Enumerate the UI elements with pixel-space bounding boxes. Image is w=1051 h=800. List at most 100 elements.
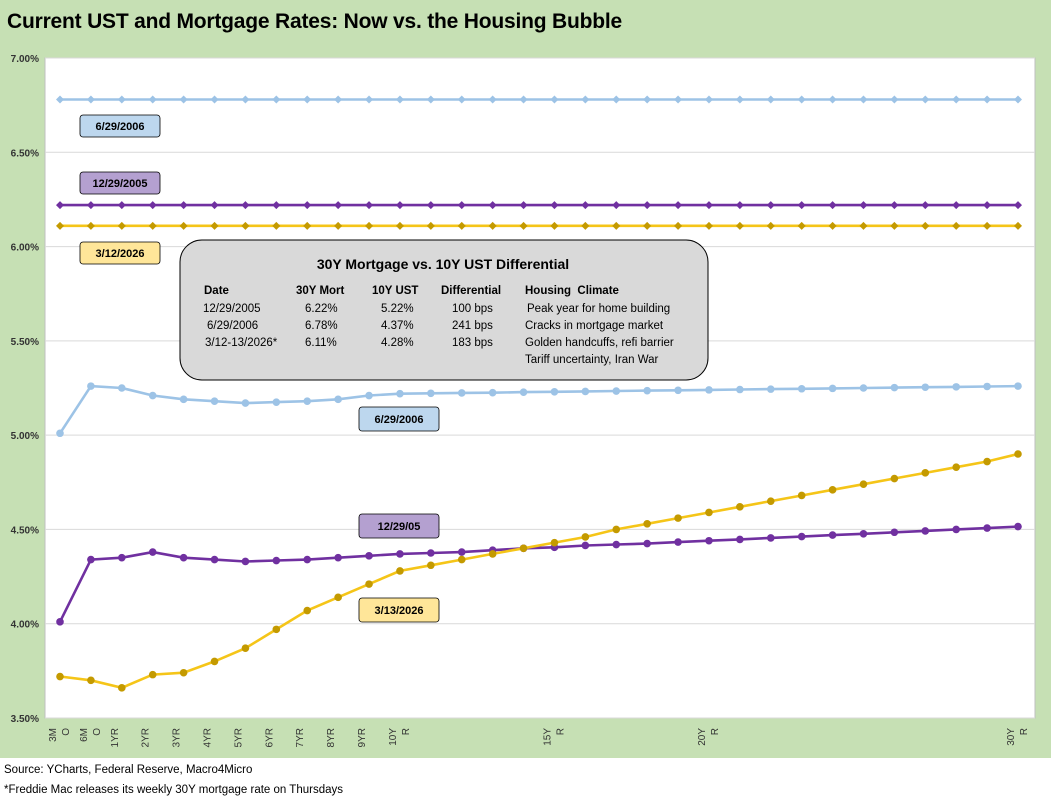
x-tick-label: 15Y R bbox=[542, 728, 566, 746]
data-point bbox=[56, 95, 64, 104]
footer: Source: YCharts, Federal Reserve, Macro4… bbox=[4, 760, 343, 800]
series-label-text: 6/29/2006 bbox=[96, 121, 145, 133]
series-line bbox=[59, 452, 1019, 690]
y-tick-label: 4.00% bbox=[11, 620, 39, 631]
data-point bbox=[859, 384, 868, 392]
data-point bbox=[736, 503, 744, 511]
data-point bbox=[952, 221, 961, 230]
data-point bbox=[241, 221, 250, 230]
data-point bbox=[396, 389, 404, 398]
data-point bbox=[210, 397, 219, 406]
series-label: 3/13/2026 bbox=[358, 597, 440, 623]
data-point bbox=[890, 201, 899, 210]
series-0 bbox=[56, 95, 1022, 104]
y-tick-label: 6.50% bbox=[11, 148, 39, 159]
data-point bbox=[952, 201, 961, 210]
data-point bbox=[457, 555, 466, 564]
x-tick-text-2: O bbox=[61, 728, 72, 736]
x-tick-label: 8YR bbox=[326, 728, 337, 747]
data-point bbox=[179, 221, 188, 230]
data-point bbox=[179, 553, 188, 562]
data-point bbox=[581, 201, 590, 210]
data-point bbox=[581, 221, 590, 230]
data-point bbox=[952, 525, 960, 534]
data-point bbox=[890, 383, 899, 392]
data-point bbox=[550, 201, 559, 210]
data-point bbox=[365, 580, 373, 588]
series-label-box bbox=[79, 114, 161, 138]
x-tick-label: 9YR bbox=[357, 728, 368, 747]
x-tick-text: 8YR bbox=[326, 728, 337, 747]
y-tick-label: 5.50% bbox=[11, 337, 39, 348]
data-point bbox=[365, 552, 373, 560]
data-point bbox=[117, 201, 126, 210]
callout-row-3-diff: 183 bps bbox=[452, 337, 493, 349]
data-point bbox=[334, 593, 342, 602]
callout-row-3-date: 3/12-13/2026* bbox=[205, 337, 278, 349]
data-point bbox=[272, 95, 281, 104]
data-point bbox=[736, 385, 744, 394]
callout-row-3-mort: 6.11% bbox=[305, 337, 337, 349]
callout-row-1-date: 12/29/2005 bbox=[203, 303, 261, 315]
data-point bbox=[426, 221, 435, 230]
data-point bbox=[828, 201, 837, 210]
data-point bbox=[674, 514, 682, 522]
data-point bbox=[179, 668, 188, 677]
data-point bbox=[303, 201, 312, 210]
data-point bbox=[241, 557, 250, 566]
x-tick-text: 10Y bbox=[388, 728, 399, 746]
data-point bbox=[921, 201, 930, 210]
data-point bbox=[210, 95, 219, 104]
series-3 bbox=[56, 382, 1022, 438]
data-point bbox=[983, 201, 992, 210]
series-label: 12/29/2005 bbox=[79, 171, 161, 195]
x-tick-label: 1YR bbox=[110, 728, 121, 747]
callout-row-1-diff: 100 bps bbox=[452, 303, 493, 315]
data-point bbox=[148, 548, 157, 556]
data-point bbox=[56, 672, 64, 681]
data-point bbox=[365, 221, 374, 230]
data-point bbox=[303, 95, 312, 104]
callout-row-3-ust: 4.28% bbox=[381, 337, 414, 349]
data-point bbox=[118, 384, 126, 392]
x-tick-label: 30Y R bbox=[1006, 728, 1030, 746]
data-point bbox=[334, 553, 342, 562]
callout-header-mort: 30Y Mort bbox=[296, 285, 345, 297]
callout-box bbox=[179, 239, 709, 381]
callout-row-2-date: 6/29/2006 bbox=[207, 320, 258, 332]
data-point bbox=[334, 95, 343, 104]
data-point bbox=[457, 95, 466, 104]
data-point bbox=[118, 553, 126, 562]
chart-svg: 3.50% 4.00% 4.50% 5.00% 5.50% 6.00% 6.50% 7.00%… bbox=[11, 54, 1036, 747]
callout-header-date: Date bbox=[204, 285, 229, 297]
data-point bbox=[612, 540, 621, 549]
data-point bbox=[859, 95, 868, 104]
data-point bbox=[86, 95, 95, 104]
series-label: 6/29/2006 bbox=[358, 406, 440, 432]
data-point bbox=[674, 95, 683, 104]
data-point bbox=[303, 555, 312, 564]
data-point bbox=[1014, 95, 1022, 104]
data-point bbox=[581, 541, 590, 550]
series-label-box bbox=[79, 241, 161, 265]
data-point bbox=[550, 95, 559, 104]
callout-row-3-climate: Golden handcuffs, refi barrier bbox=[525, 337, 674, 349]
data-point bbox=[674, 201, 683, 210]
series-line bbox=[58, 525, 1019, 623]
data-point bbox=[643, 201, 652, 210]
x-tick-label: 6M O bbox=[79, 728, 103, 742]
callout-header-diff: Differential bbox=[441, 285, 501, 297]
data-point bbox=[86, 221, 95, 230]
data-point bbox=[828, 531, 837, 539]
data-point bbox=[365, 95, 374, 104]
x-tick-label: 10Y R bbox=[388, 728, 412, 746]
data-point bbox=[519, 95, 528, 104]
data-point bbox=[396, 550, 404, 558]
data-point bbox=[87, 676, 95, 685]
x-tick-text: 2YR bbox=[141, 728, 152, 747]
footer-source: Source: YCharts, Federal Reserve, Macro4… bbox=[4, 764, 253, 776]
x-tick-label: 6YR bbox=[264, 728, 275, 747]
data-point bbox=[704, 221, 713, 230]
callout-extra-line: Tariff uncertainty, Iran War bbox=[525, 354, 659, 366]
data-point bbox=[859, 201, 868, 210]
